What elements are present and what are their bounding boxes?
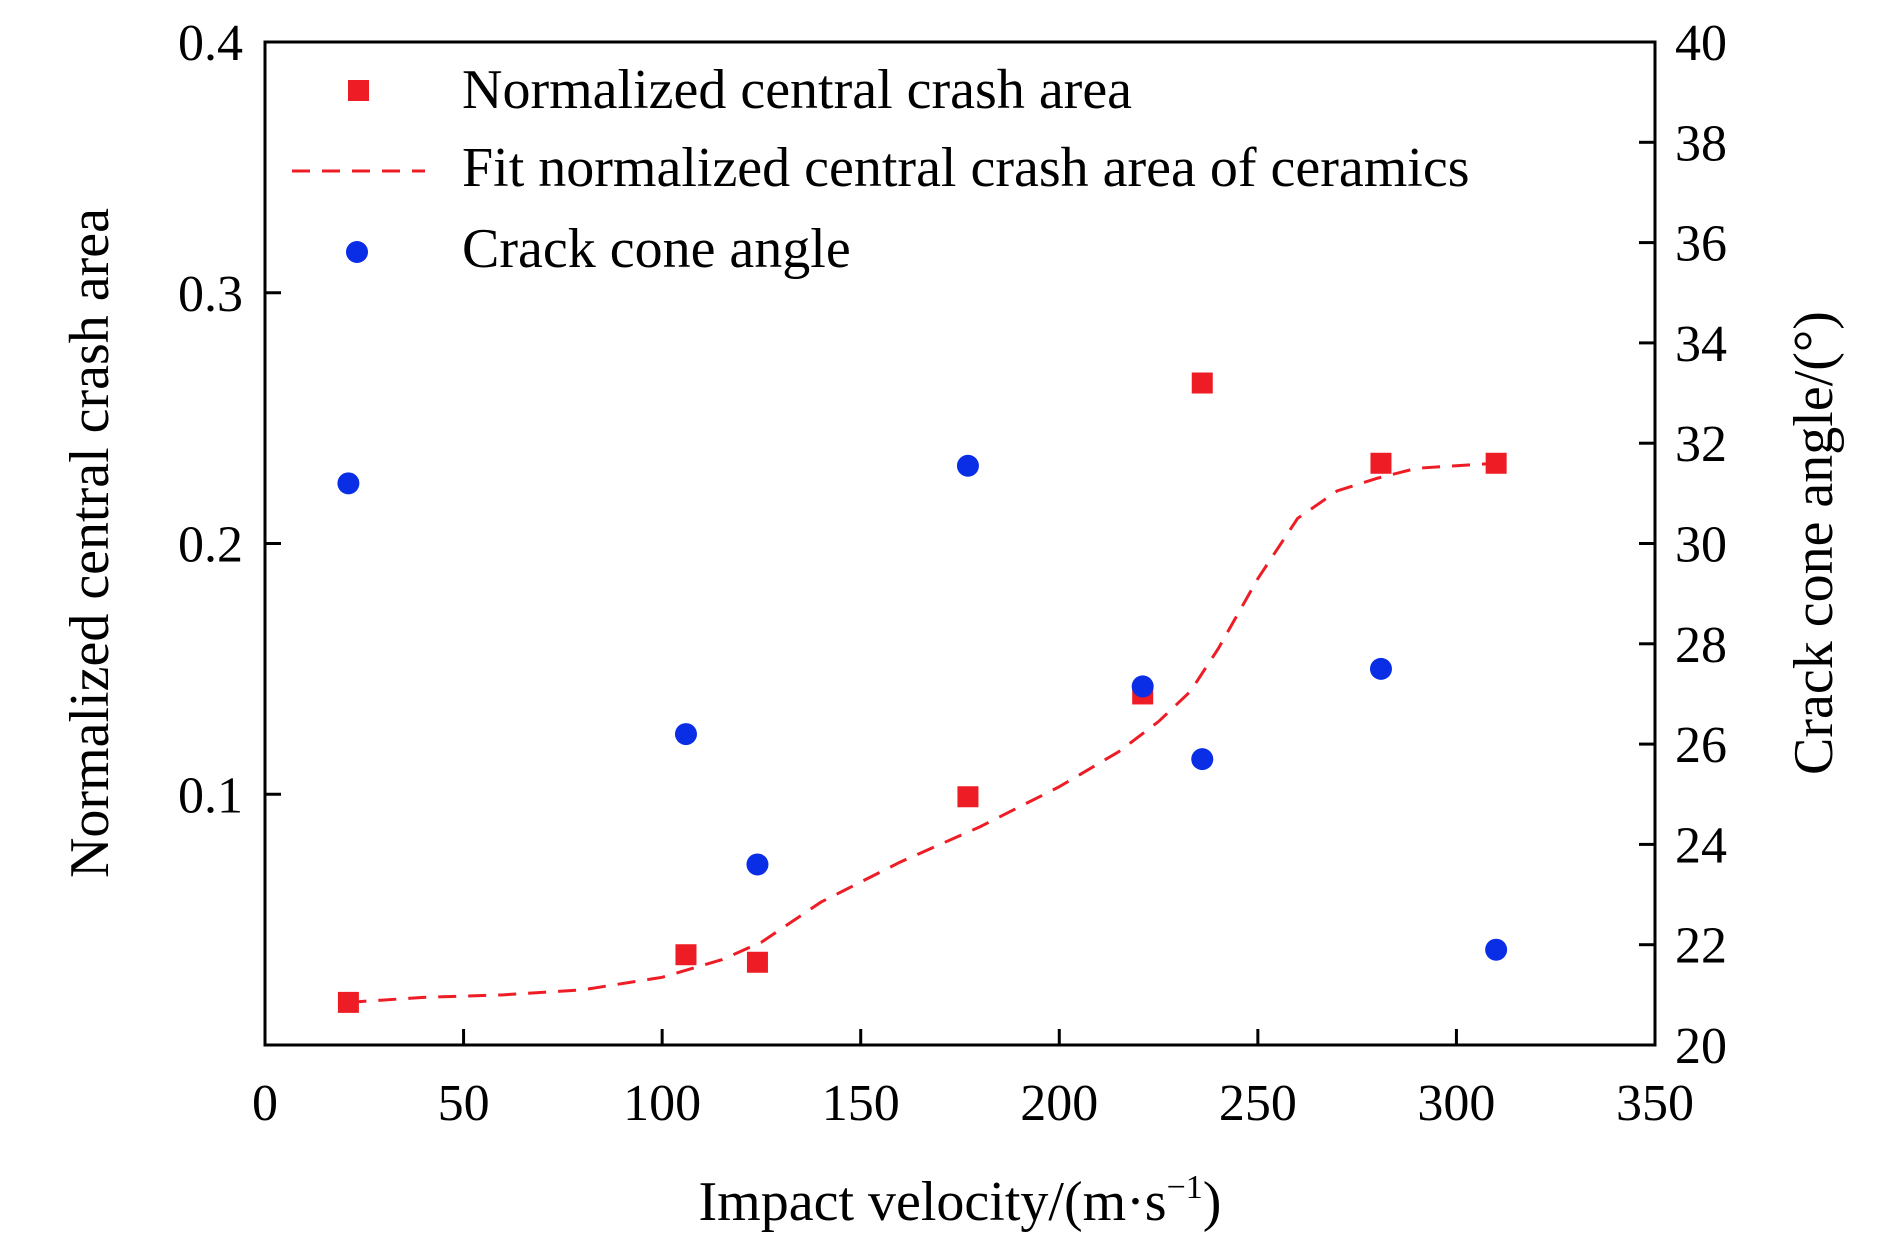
legend-circle-icon <box>346 241 368 263</box>
right-y-tick-label: 36 <box>1675 216 1727 273</box>
x-axis-title-superscript: −1 <box>1167 1169 1203 1206</box>
cone-angle-point <box>1485 938 1508 961</box>
crash-area-point <box>746 951 768 973</box>
crash-area-point <box>1485 452 1507 474</box>
cone-angle-point <box>956 454 979 477</box>
x-axis-title: Impact velocity/(m·s−1) <box>699 1169 1222 1233</box>
x-axis-ticks: 0 50 100 150 200 250 300 350 <box>252 1029 1694 1132</box>
legend-label-crash-area: Normalized central crash area <box>462 59 1132 121</box>
left-y-axis-ticks: 0.1 0.2 0.3 0.4 <box>178 15 281 824</box>
x-tick-label: 100 <box>623 1075 701 1132</box>
cone-angle-point <box>746 853 769 876</box>
left-y-tick-label: 0.2 <box>178 517 243 574</box>
x-tick-label: 200 <box>1020 1075 1098 1132</box>
x-tick-label: 300 <box>1417 1075 1495 1132</box>
cone-angle-point <box>337 472 360 495</box>
x-axis-title-suffix: ) <box>1203 1171 1222 1233</box>
crash-area-point <box>675 944 697 966</box>
right-y-tick-label: 32 <box>1675 416 1727 473</box>
cone-angle-point <box>1131 675 1154 698</box>
legend-square-icon <box>348 80 369 101</box>
right-y-tick-label: 20 <box>1675 1018 1727 1075</box>
right-y-tick-label: 24 <box>1675 817 1727 874</box>
legend-label-fit: Fit normalized central crash area of cer… <box>462 137 1469 199</box>
crash-area-point <box>957 786 979 808</box>
right-y-tick-label: 28 <box>1675 617 1727 674</box>
x-tick-label: 0 <box>252 1075 278 1132</box>
x-tick-label: 50 <box>438 1075 490 1132</box>
cone-angle-points-layer <box>337 454 1508 961</box>
crash-area-point <box>1191 372 1213 394</box>
legend: Normalized central crash area Fit normal… <box>292 59 1469 280</box>
right-y-tick-label: 38 <box>1675 115 1727 172</box>
cone-angle-point <box>1369 657 1392 680</box>
x-tick-label: 150 <box>822 1075 900 1132</box>
left-y-axis-title: Normalized central crash area <box>59 208 121 878</box>
left-y-tick-label: 0.1 <box>178 767 243 824</box>
left-y-tick-label: 0.3 <box>178 266 243 323</box>
right-y-tick-label: 34 <box>1675 316 1727 373</box>
crash-area-point <box>337 991 359 1013</box>
x-tick-label: 350 <box>1616 1075 1694 1132</box>
crash-area-points-layer <box>337 372 1507 1013</box>
cone-angle-point <box>674 723 697 746</box>
cone-angle-point <box>1191 748 1214 771</box>
right-y-tick-label: 22 <box>1675 918 1727 975</box>
fit-curve-line <box>348 461 1497 1004</box>
right-y-tick-label: 40 <box>1675 15 1727 72</box>
right-y-axis-title: Crack cone angle/(°) <box>1783 311 1845 775</box>
fit-line-layer <box>348 461 1497 1004</box>
right-y-axis-ticks: 20 22 24 26 28 30 32 34 36 38 40 <box>1639 15 1727 1075</box>
x-tick-label: 250 <box>1219 1075 1297 1132</box>
legend-label-cone-angle: Crack cone angle <box>462 218 851 280</box>
right-y-tick-label: 30 <box>1675 517 1727 574</box>
x-axis-title-main: Impact velocity/(m·s <box>699 1171 1167 1233</box>
left-y-tick-label: 0.4 <box>178 15 243 72</box>
right-y-tick-label: 26 <box>1675 717 1727 774</box>
crash-area-point <box>1370 452 1392 474</box>
